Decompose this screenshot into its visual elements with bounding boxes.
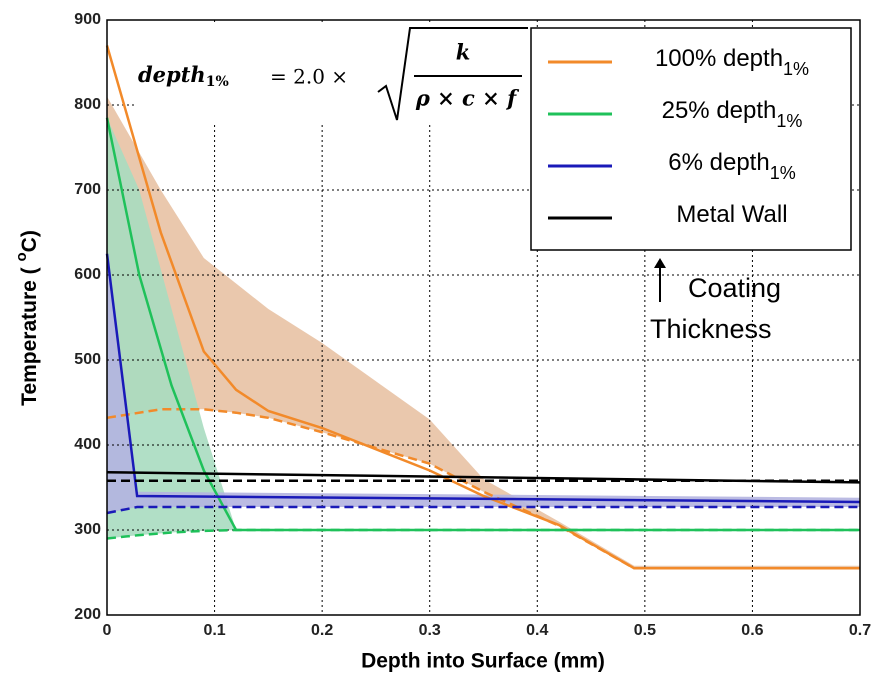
legend-label: 25% depth1% [662, 97, 803, 130]
y-label-sup: o [13, 252, 30, 261]
y-tick-label: 700 [74, 181, 101, 198]
y-tick-label: 300 [74, 521, 101, 538]
line [105, 45, 860, 570]
legend-label: Metal Wall [676, 201, 787, 228]
y-tick-label: 200 [74, 606, 101, 623]
y-tick-label: 800 [74, 96, 101, 113]
legend: 100% depth1%25% depth1%6% depth1%Metal W… [530, 27, 852, 251]
x-tick-label: 0.3 [419, 622, 441, 639]
y-axis-label: Temperature ( oC) [13, 230, 41, 406]
legend-name: 25% depth [662, 97, 777, 124]
legend-label: 6% depth1% [668, 149, 795, 182]
annotation: Thickness [650, 314, 772, 344]
formula-bg [135, 22, 530, 122]
legend-sub: 1% [783, 59, 809, 79]
y-tick-label: 500 [74, 351, 101, 368]
y-label-part: Temperature ( [18, 262, 41, 406]
formula-lhs-main: depth [138, 62, 206, 87]
x-tick-label: 0.7 [849, 622, 871, 639]
legend-frame [530, 27, 852, 251]
annotation: Coating [688, 273, 781, 303]
legend-label: 100% depth1% [655, 45, 809, 78]
x-tick-label: 0.5 [634, 622, 656, 639]
formula-lhs: depth1% [138, 62, 229, 91]
x-tick-label: 0 [103, 622, 112, 639]
x-tick-label: 0.1 [203, 622, 225, 639]
formula-op: = 2.0 × [270, 65, 348, 89]
x-axis-label: Depth into Surface (mm) [361, 650, 605, 673]
annotation-arrowhead [654, 258, 666, 268]
legend-sub: 1% [776, 111, 802, 131]
legend-sub: 1% [770, 163, 796, 183]
line [105, 253, 861, 504]
legend-name: 100% depth [655, 45, 783, 72]
plot-frame [106, 19, 861, 616]
y-label-part: C) [18, 230, 41, 252]
y-tick-label: 600 [74, 266, 101, 283]
formula: depth1% = 2.0 × k ρ × c × f [135, 22, 530, 122]
x-tick-label: 0.4 [526, 622, 548, 639]
dashed-line [106, 408, 860, 570]
y-tick-label: 900 [74, 11, 101, 28]
legend-name: Metal Wall [676, 201, 787, 228]
band [107, 96, 860, 569]
line [105, 117, 860, 532]
formula-den: ρ × c × f [415, 86, 520, 111]
formula-num: k [456, 40, 471, 65]
x-tick-label: 0.2 [311, 622, 333, 639]
legend-name: 6% depth [668, 149, 769, 176]
line [106, 470, 861, 484]
y-tick-label: 400 [74, 436, 101, 453]
x-tick-label: 0.6 [741, 622, 763, 639]
dashed-line [106, 505, 860, 515]
formula-lhs-sub: 1% [206, 74, 229, 90]
sqrt-sign [377, 27, 528, 121]
